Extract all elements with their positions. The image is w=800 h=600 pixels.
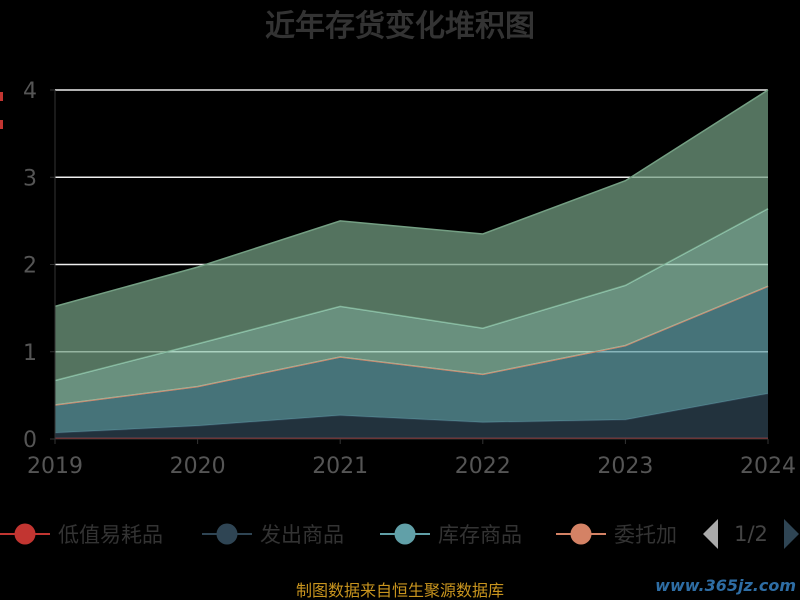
legend-items: 低值易耗品 发出商品 库存商品 委托加 <box>0 523 677 547</box>
area-series-unnamed-6[interactable] <box>55 90 768 381</box>
x-tick-label: 2022 <box>455 454 511 479</box>
x-tick-label: 2021 <box>312 454 368 479</box>
x-tick-label: 2020 <box>170 454 226 479</box>
x-tick-label: 2023 <box>597 454 653 479</box>
y-tick-label: 3 <box>23 166 37 191</box>
data-source-note: 制图数据来自恒生聚源数据库 <box>296 581 504 600</box>
legend-page-info: 1/2 <box>734 522 768 546</box>
area-series-2[interactable] <box>55 393 768 439</box>
legend-label: 委托加 <box>614 523 677 547</box>
series-line <box>54 89 769 308</box>
axes: 0 1 2 3 4 2019 2020 2021 2022 2023 2024 <box>23 79 796 479</box>
y-tick-label: 2 <box>23 254 37 279</box>
y-tick-label: 0 <box>23 428 37 453</box>
legend-circle-marker <box>570 523 592 545</box>
legend-circle-marker <box>14 523 36 545</box>
legend-item-3[interactable]: 库存商品 <box>380 523 522 547</box>
watermark: www.365jz.com <box>655 576 796 595</box>
legend-prev-icon[interactable] <box>703 519 718 549</box>
y-tick-label: 4 <box>23 79 37 104</box>
x-tick-label: 2019 <box>27 454 83 479</box>
y-axis-label-fragment-2 <box>0 120 3 129</box>
legend: 低值易耗品 发出商品 库存商品 委托加 <box>0 523 677 547</box>
chart-title: 近年存货变化堆积图 <box>265 9 535 44</box>
x-tick-label: 2024 <box>740 454 796 479</box>
y-axis-label-fragment <box>0 92 3 101</box>
area-series-3[interactable] <box>55 286 768 433</box>
legend-next-icon[interactable] <box>784 519 799 549</box>
legend-circle-marker <box>216 523 238 545</box>
legend-item-4[interactable]: 委托加 <box>556 523 677 547</box>
legend-item-1[interactable]: 低值易耗品 <box>0 523 163 547</box>
legend-circle-marker <box>394 523 416 545</box>
legend-label: 低值易耗品 <box>58 523 163 547</box>
area-series-unnamed-5[interactable] <box>55 208 768 405</box>
y-tick-label: 1 <box>23 341 37 366</box>
legend-label: 库存商品 <box>438 523 522 547</box>
legend-label: 发出商品 <box>260 523 344 547</box>
legend-item-2[interactable]: 发出商品 <box>202 523 344 547</box>
